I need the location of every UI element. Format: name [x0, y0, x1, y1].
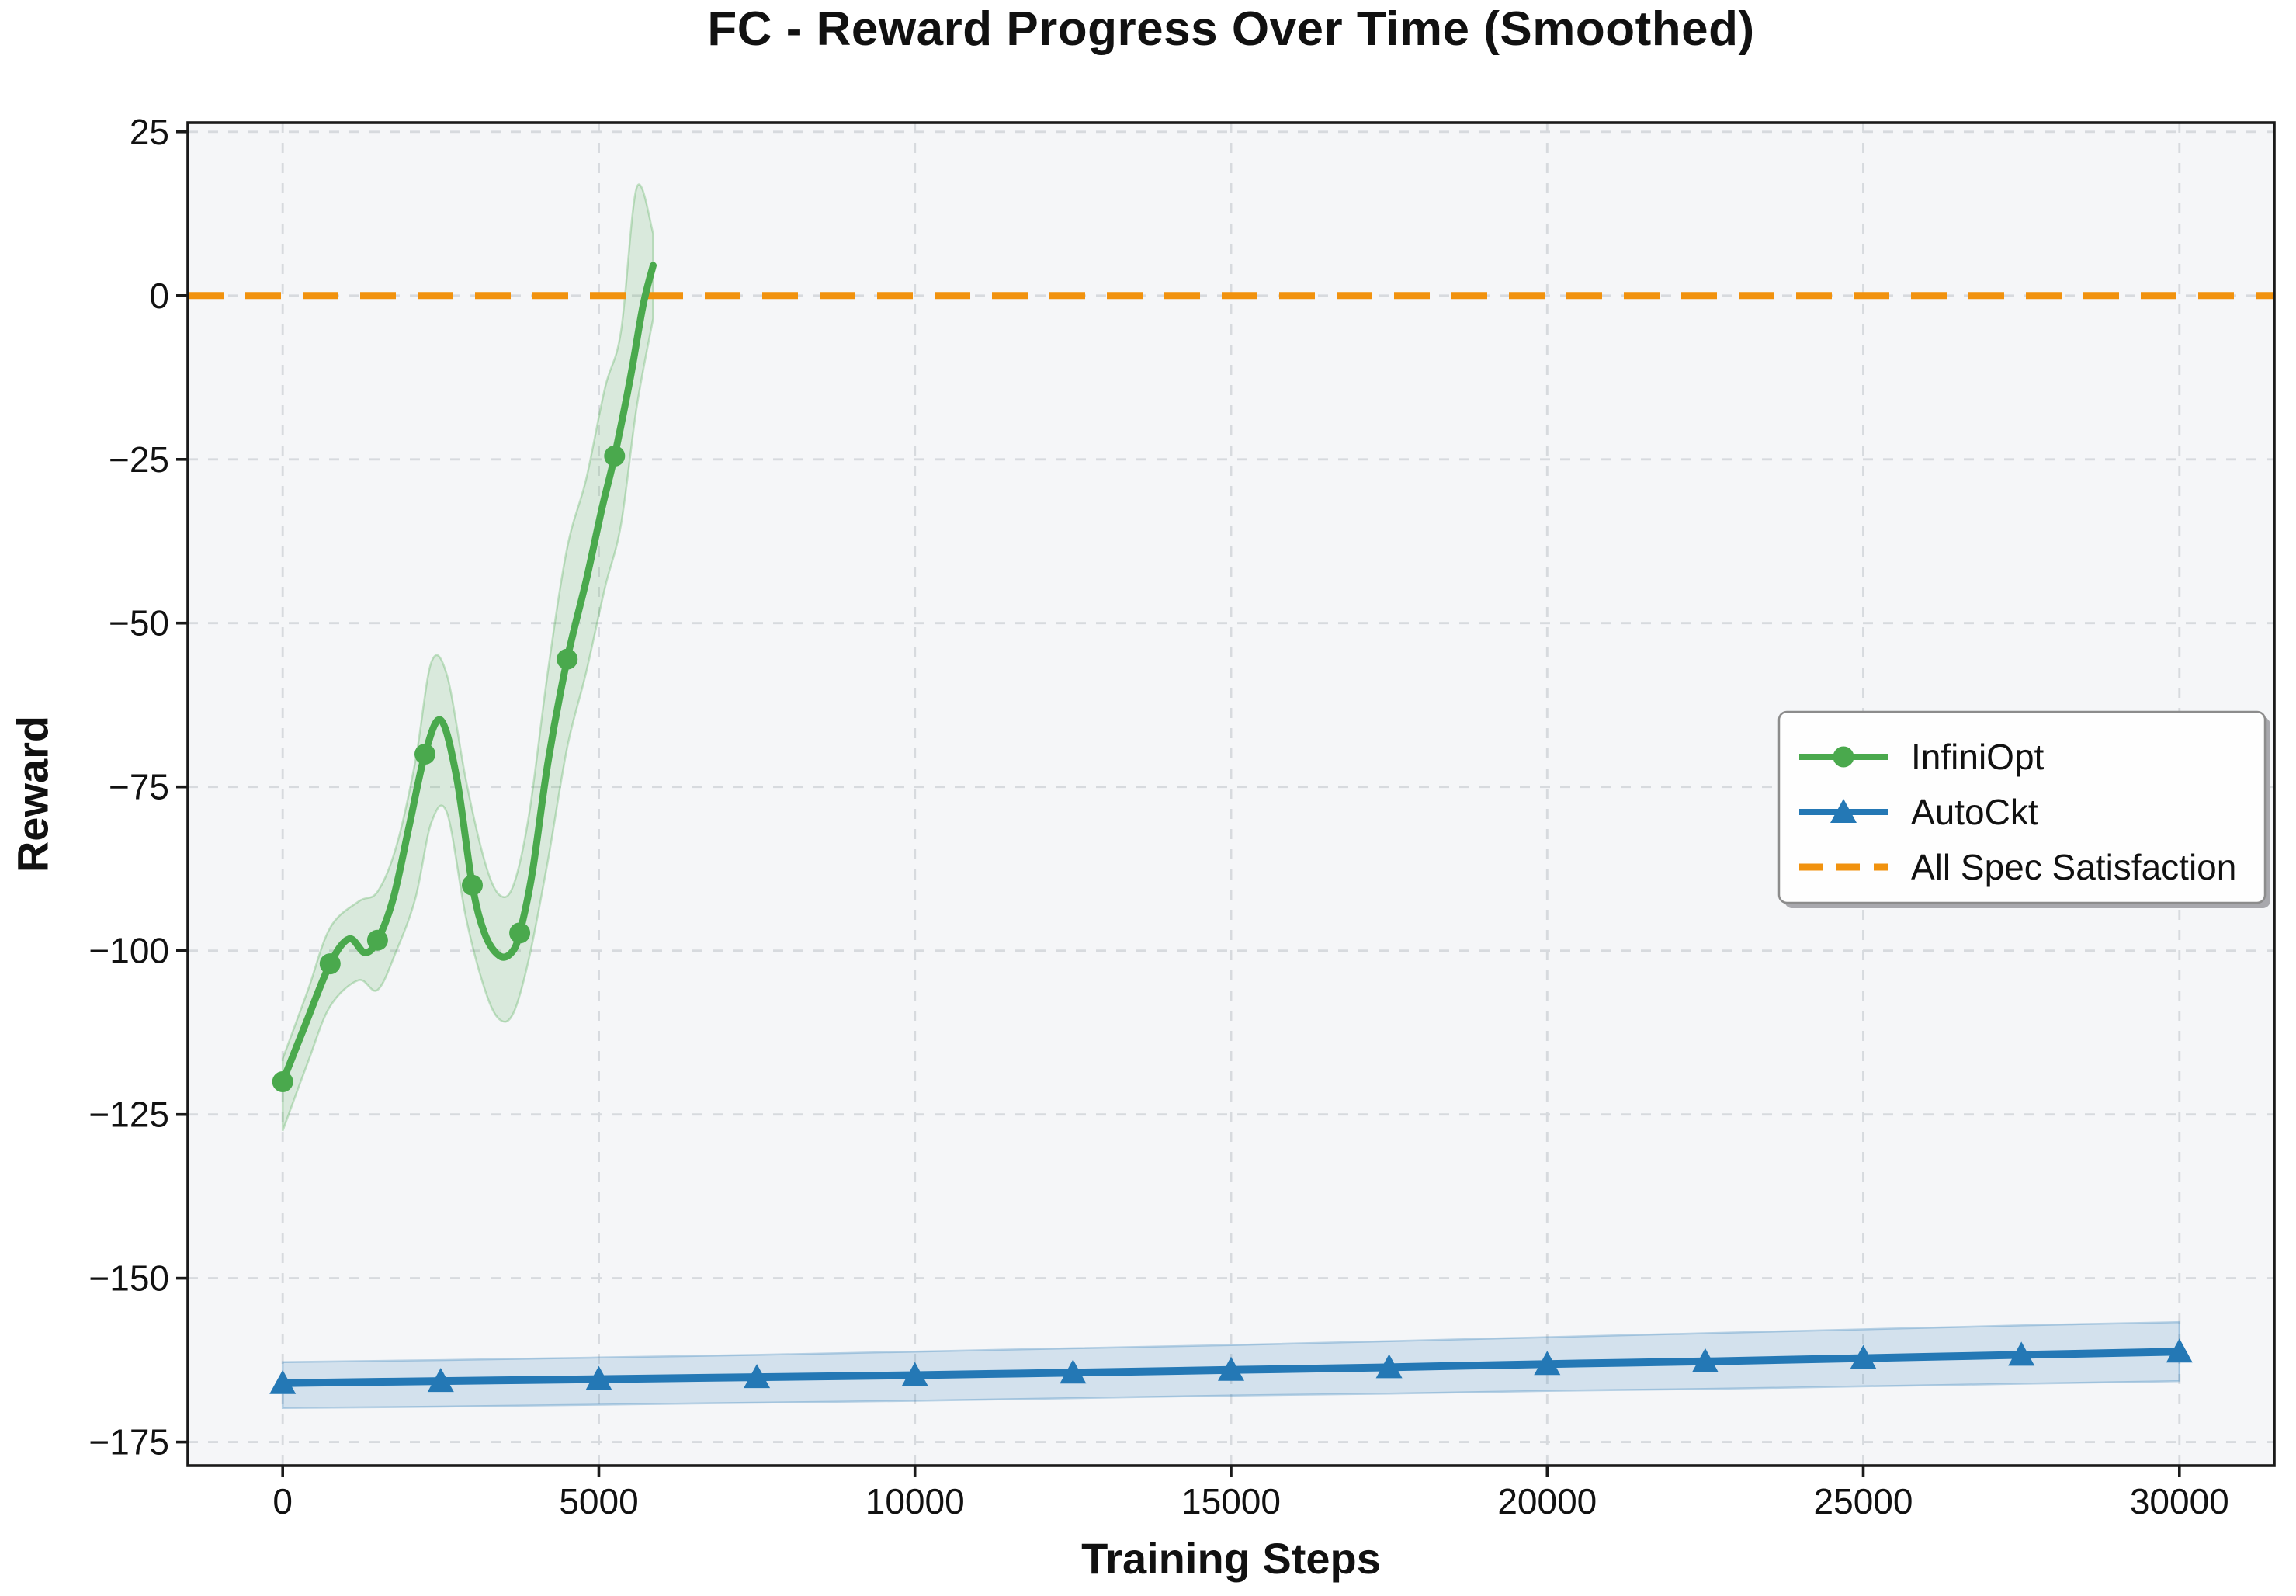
- infiniopt-marker: [414, 744, 435, 765]
- x-tick-label: 5000: [559, 1481, 638, 1521]
- legend-item-infiniopt: InfiniOpt: [1799, 737, 2045, 777]
- legend-item-label: AutoCkt: [1911, 792, 2038, 832]
- infiniopt-marker: [366, 929, 388, 951]
- legend: InfiniOpt AutoCkt All Spec Satisfaction: [1777, 710, 2270, 908]
- x-tick-label: 30000: [2130, 1481, 2229, 1521]
- legend-item-label: All Spec Satisfaction: [1911, 847, 2236, 887]
- y-tick-label: −175: [88, 1422, 169, 1462]
- infiniopt-marker: [557, 648, 578, 670]
- autockt-marker: [427, 1368, 454, 1393]
- legend-item-autockt: AutoCkt: [1799, 792, 2038, 832]
- autockt-marker: [585, 1365, 612, 1390]
- autockt-marker: [744, 1364, 771, 1389]
- legend-item-label: InfiniOpt: [1911, 737, 2045, 777]
- autockt-marker: [1534, 1351, 1561, 1376]
- x-axis-label: Training Steps: [1081, 1534, 1381, 1583]
- infiniopt-marker: [509, 922, 531, 944]
- y-tick-label: 0: [149, 276, 169, 316]
- autockt-marker: [1060, 1359, 1087, 1384]
- infiniopt-marker: [462, 874, 483, 896]
- infiniopt-markers: [272, 446, 626, 1092]
- legend-box: [1777, 710, 2267, 904]
- axis-ticks: 0 5000 10000 15000 20000 25000 30000 25 0 −25 −50 −…: [88, 112, 2228, 1521]
- y-axis-label: Reward: [8, 715, 57, 873]
- legend-triangle-marker-icon: [1830, 799, 1857, 823]
- autockt-marker: [1375, 1354, 1403, 1379]
- autockt-marker: [2166, 1338, 2193, 1363]
- autockt-marker: [1691, 1348, 1719, 1372]
- x-tick-label: 0: [272, 1481, 293, 1521]
- autockt-marker: [2008, 1341, 2035, 1366]
- infiniopt-marker: [272, 1071, 293, 1092]
- y-tick-label: −50: [109, 603, 169, 644]
- autockt-marker: [269, 1369, 297, 1394]
- legend-item-all-spec-satisfaction: All Spec Satisfaction: [1799, 847, 2236, 887]
- y-tick-label: −75: [109, 767, 169, 807]
- x-tick-label: 15000: [1181, 1481, 1281, 1521]
- infiniopt-marker: [604, 446, 626, 467]
- infiniopt-line: [279, 262, 657, 1085]
- infiniopt-confidence-band: [281, 183, 654, 1132]
- y-tick-label: −125: [88, 1095, 169, 1135]
- x-tick-label: 20000: [1497, 1481, 1597, 1521]
- autockt-marker: [1218, 1356, 1244, 1381]
- autockt-markers: [269, 1338, 2193, 1394]
- autockt-marker: [1850, 1344, 1877, 1369]
- autockt-marker: [901, 1362, 928, 1386]
- x-tick-label: 10000: [865, 1481, 965, 1521]
- y-tick-label: 25: [130, 112, 169, 152]
- legend-circle-marker-icon: [1833, 746, 1854, 768]
- y-tick-label: −25: [109, 439, 169, 480]
- infiniopt-marker: [319, 953, 341, 975]
- y-tick-label: −150: [88, 1258, 169, 1299]
- y-tick-label: −100: [88, 931, 169, 971]
- chart-title: FC - Reward Progress Over Time (Smoothed…: [707, 2, 1755, 56]
- x-tick-label: 25000: [1814, 1481, 1913, 1521]
